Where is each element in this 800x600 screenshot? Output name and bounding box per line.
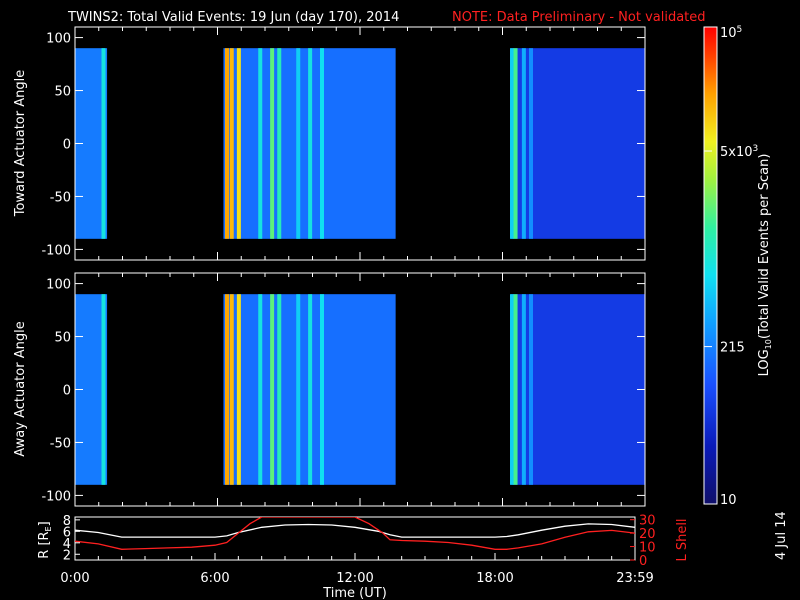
away-stripe — [510, 294, 514, 485]
orbit-panel-frame — [74, 516, 636, 561]
colorbar-tick-label: 5x103 — [720, 144, 758, 160]
lshell-ytick-label: 30 — [639, 514, 656, 529]
away-stripe — [296, 294, 301, 485]
colorbar-gradient — [703, 26, 718, 505]
toward-stripe — [510, 48, 514, 239]
time-xlabel: Time (UT) — [322, 586, 387, 600]
lshell-line — [75, 517, 635, 550]
away-stripe — [529, 294, 533, 485]
lshell-ylabel: L Shell — [675, 518, 690, 561]
away-stripe — [277, 294, 282, 485]
toward-stripe — [270, 48, 275, 239]
toward-stripe — [101, 48, 106, 239]
away-stripe — [270, 294, 275, 485]
radius-ytick-label: 4 — [63, 537, 71, 552]
away-stripe — [308, 294, 313, 485]
figure-title: TWINS2: Total Valid Events: 19 Jun (day … — [67, 10, 399, 25]
away-stripe — [225, 294, 229, 485]
toward-stripe — [521, 48, 526, 239]
toward-heatmap-panel: 100 50 0 -50 -100 Toward Actuator Angle — [13, 26, 646, 261]
toward-stripe — [529, 48, 533, 239]
colorbar-label: LOG10(Total Valid Events per Scan) — [757, 154, 773, 377]
preliminary-note: NOTE: Data Preliminary - Not validated — [452, 10, 706, 25]
toward-data-block — [510, 48, 645, 239]
radius-ylabel: R [RE] — [37, 521, 53, 558]
away-data-block — [510, 294, 645, 485]
away-stripe — [258, 294, 263, 485]
radius-ytick-label: 8 — [63, 514, 71, 529]
toward-ytick-label: 100 — [46, 32, 71, 47]
away-stripe — [229, 294, 234, 485]
toward-stripe — [258, 48, 263, 239]
date-stamp: 4 Jul 14 — [774, 511, 789, 560]
time-xtick-label: 23:59 — [616, 571, 653, 586]
toward-stripe — [308, 48, 313, 239]
away-stripe — [521, 294, 526, 485]
toward-stripe — [225, 48, 229, 239]
colorbar-tick-label: 105 — [720, 25, 742, 41]
time-xtick-label: 12:00 — [336, 571, 373, 586]
away-ytick-label: 100 — [46, 278, 71, 293]
away-ytick-label: 50 — [54, 331, 71, 346]
colorbar-tick-label: 215 — [720, 341, 745, 356]
toward-stripe — [229, 48, 234, 239]
toward-stripe — [236, 48, 241, 239]
toward-ytick-label: -100 — [41, 243, 71, 258]
toward-ytick-label: -50 — [50, 190, 71, 205]
away-stripe — [513, 294, 518, 485]
away-ytick-label: -100 — [41, 489, 71, 504]
radius-ytick-label: 2 — [63, 548, 71, 563]
lshell-ytick-label: 10 — [639, 541, 656, 556]
radius-line — [75, 523, 635, 538]
time-xtick-label: 6:00 — [200, 571, 229, 586]
radius-ytick-label: 6 — [63, 525, 71, 540]
toward-ytick-label: 0 — [63, 138, 71, 153]
toward-ylabel: Toward Actuator Angle — [13, 70, 28, 217]
toward-stripe — [277, 48, 282, 239]
away-stripe — [320, 294, 324, 485]
toward-stripe — [320, 48, 324, 239]
away-stripe — [236, 294, 241, 485]
colorbar: 105 5x103 215 10 LOG10(Total Valid Events p… — [703, 25, 773, 508]
time-xtick-label: 18:00 — [476, 571, 513, 586]
away-stripe — [101, 294, 106, 485]
away-ytick-label: -50 — [50, 436, 71, 451]
lshell-ytick-label: 0 — [639, 554, 647, 569]
lshell-ytick-label: 20 — [639, 527, 656, 542]
time-xtick-label: 0:00 — [60, 571, 89, 586]
away-ylabel: Away Actuator Angle — [13, 321, 28, 456]
toward-stripe — [513, 48, 518, 239]
away-ytick-label: 0 — [63, 384, 71, 399]
colorbar-tick-label: 10 — [720, 493, 737, 508]
toward-ytick-label: 50 — [54, 85, 71, 100]
toward-stripe — [296, 48, 301, 239]
away-heatmap-panel: 100 50 0 -50 -100 Away Actuator Angle — [13, 272, 646, 507]
